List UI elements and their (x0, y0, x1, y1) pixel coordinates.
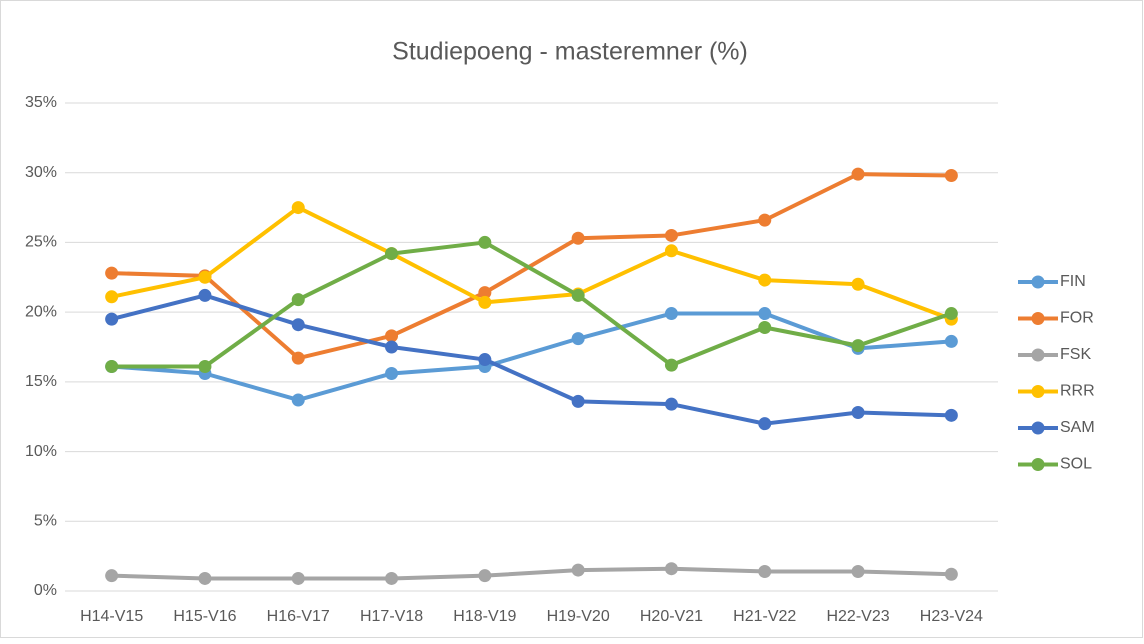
x-tick-label: H19-V20 (547, 608, 610, 625)
data-point (291, 393, 305, 407)
data-point (385, 366, 399, 380)
legend-marker (1031, 312, 1045, 325)
y-tick-label: 5% (34, 513, 57, 530)
data-point (291, 293, 305, 307)
data-point (851, 406, 865, 420)
data-point (944, 567, 958, 581)
data-point (758, 307, 772, 321)
legend-marker (1031, 421, 1045, 435)
data-point (385, 247, 399, 261)
data-point (664, 562, 678, 576)
legend-marker (1031, 385, 1045, 398)
legend-marker (1031, 275, 1045, 289)
data-point (944, 169, 958, 183)
data-point (758, 564, 772, 578)
x-tick-label: H17-V18 (360, 608, 423, 625)
data-point (758, 213, 772, 227)
data-point (385, 340, 399, 354)
data-point (385, 329, 399, 343)
data-point (198, 270, 212, 284)
legend-label: RRR (1060, 383, 1095, 400)
data-point (758, 320, 772, 334)
data-point (664, 358, 678, 372)
data-point (385, 571, 399, 585)
data-point (478, 286, 492, 300)
legend-label: SAM (1060, 419, 1095, 436)
data-point (478, 353, 492, 367)
data-point (664, 397, 678, 411)
data-point (851, 564, 865, 578)
chart-title: Studiepoeng - masteremner (%) (392, 38, 748, 66)
y-tick-label: 25% (25, 234, 57, 251)
data-point (198, 288, 212, 302)
x-tick-label: H22-V23 (826, 608, 889, 625)
series-line (111, 172, 952, 361)
data-point (105, 290, 119, 304)
data-point (664, 228, 678, 242)
legend-label: FIN (1060, 273, 1086, 290)
data-point (571, 231, 585, 245)
x-tick-label: H20-V21 (640, 608, 703, 625)
series-line (111, 240, 953, 369)
data-point (291, 351, 305, 365)
data-point (291, 201, 305, 215)
data-point (105, 266, 119, 280)
x-tick-label: H16-V17 (267, 608, 330, 625)
data-point (105, 312, 119, 326)
data-point (758, 417, 772, 431)
y-tick-label: 20% (25, 303, 57, 320)
legend-label: SOL (1060, 456, 1092, 473)
y-tick-label: 0% (34, 582, 57, 599)
legend-label: FSK (1060, 346, 1091, 363)
legend-marker (1031, 348, 1045, 362)
y-tick-label: 15% (25, 373, 57, 390)
data-point (291, 318, 305, 332)
y-tick-label: 35% (25, 94, 57, 111)
data-point (571, 563, 585, 577)
legend-label: FOR (1060, 310, 1094, 327)
data-point (851, 167, 865, 181)
data-point (198, 571, 212, 585)
data-point (571, 288, 585, 302)
data-point (478, 569, 492, 583)
data-point (478, 235, 492, 249)
data-point (571, 394, 585, 408)
data-point (664, 244, 678, 258)
x-tick-label: H21-V22 (733, 608, 796, 625)
data-point (944, 307, 958, 321)
data-point (105, 360, 119, 374)
legend-marker (1031, 458, 1045, 471)
y-tick-label: 30% (25, 164, 57, 181)
data-point (944, 408, 958, 422)
data-point (851, 277, 865, 291)
x-tick-label: H18-V19 (453, 608, 516, 625)
data-point (758, 273, 772, 287)
data-point (198, 360, 212, 374)
data-point (291, 571, 305, 585)
data-point (571, 332, 585, 346)
x-tick-label: H23-V24 (920, 608, 983, 625)
y-tick-label: 10% (25, 443, 57, 460)
x-tick-label: H15-V16 (173, 608, 236, 625)
data-point (851, 339, 865, 353)
data-point (664, 307, 678, 321)
x-tick-label: H14-V15 (80, 608, 143, 625)
data-point (944, 334, 958, 348)
series-line (111, 566, 952, 581)
series-line (111, 205, 953, 321)
data-point (478, 295, 492, 309)
data-point (105, 569, 119, 583)
series-line (111, 293, 952, 426)
series-line (111, 311, 952, 402)
